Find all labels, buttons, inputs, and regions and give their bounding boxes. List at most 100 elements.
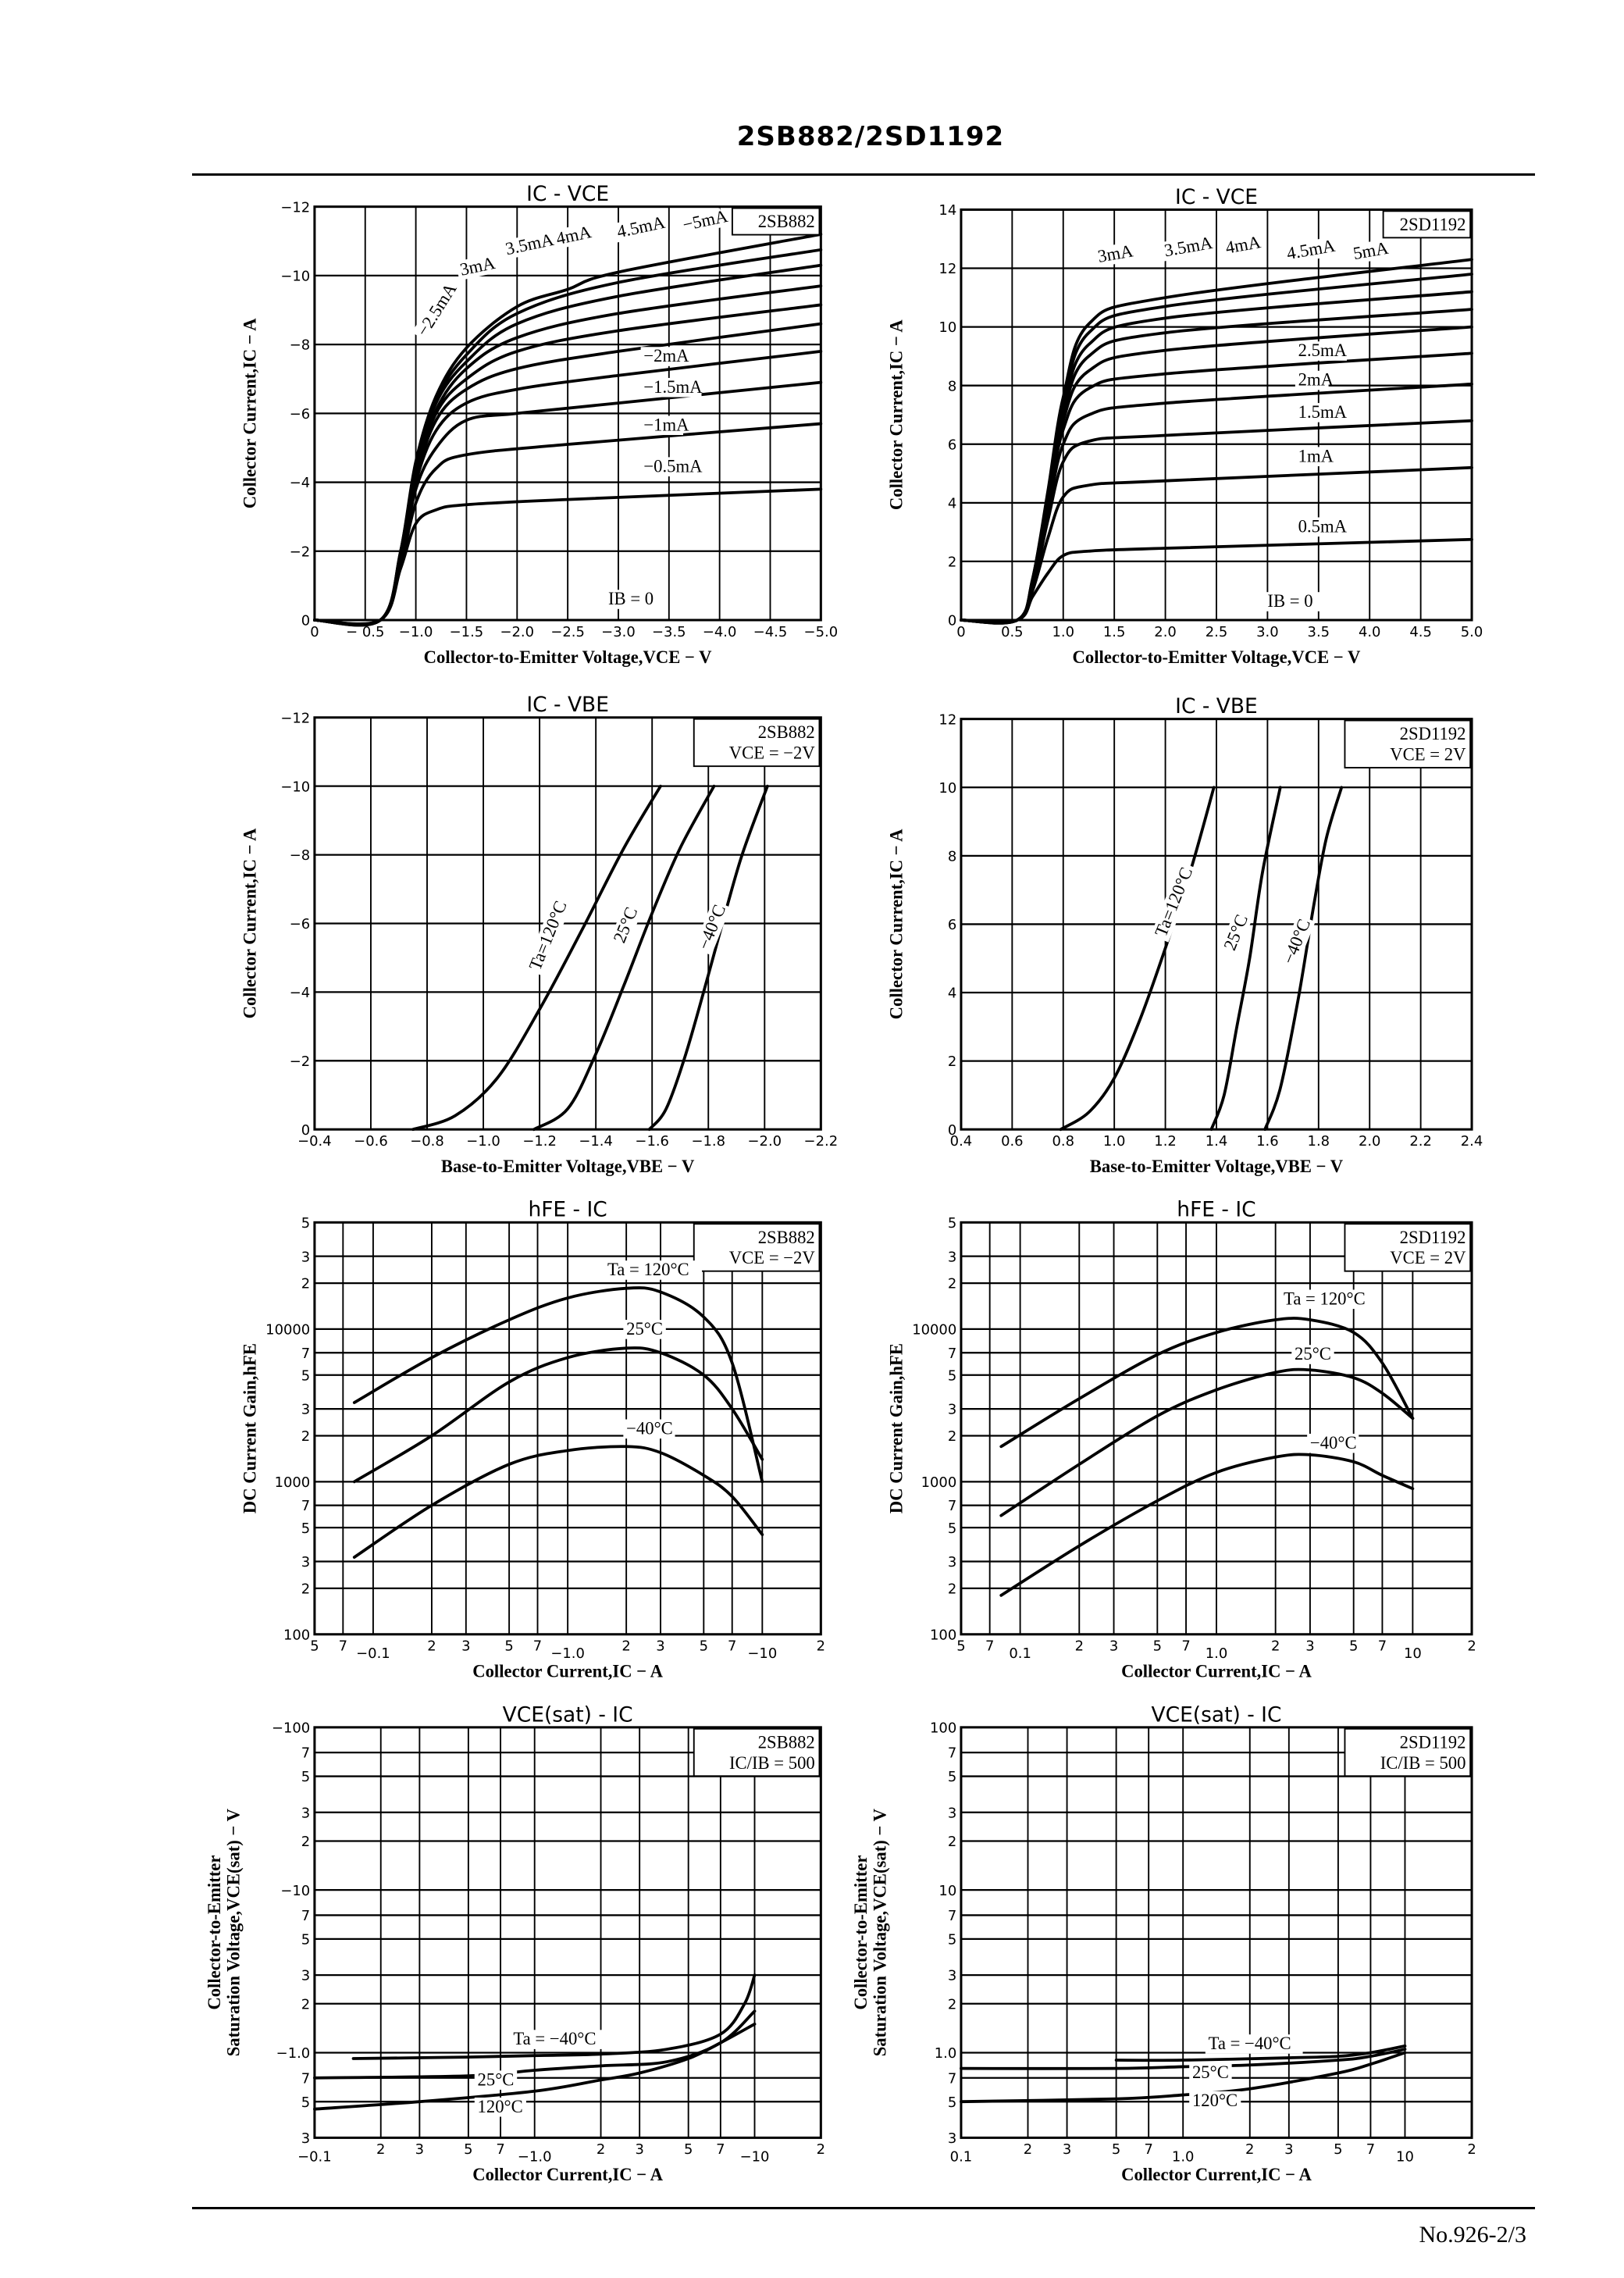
y-tick-label: 5: [948, 1931, 956, 1948]
x-tick-label: 2.2: [1409, 1133, 1432, 1150]
curve-label: 5mA: [1352, 238, 1391, 264]
series-curve: [352, 1286, 764, 1484]
y-tick-label: 5: [948, 1215, 956, 1232]
x-tick-label: −3.5: [652, 624, 686, 640]
annotation-background: [640, 377, 702, 397]
device-note: VCE = 2V: [1390, 1248, 1466, 1267]
curve-label: 25°C: [626, 1319, 663, 1339]
x-tick-label: 2: [376, 2141, 385, 2158]
x-tick-label: 7: [1378, 1638, 1387, 1655]
x-tick-label: 0: [956, 624, 965, 640]
y-tick-label: 3: [301, 1968, 310, 1984]
series-curve: [352, 1445, 764, 1559]
curve-label: 120°C: [1192, 2091, 1238, 2110]
series-curve: [351, 1973, 757, 2060]
annotation-background: [604, 1260, 702, 1280]
y-axis-label: Collector Current,IC − A: [886, 829, 906, 1019]
curve-label: −2.5mA: [413, 279, 461, 339]
y-tick-label: 4: [948, 986, 956, 1002]
y-tick-label: −6: [290, 916, 310, 932]
device-note-box: [1344, 719, 1472, 768]
y-tick-label: 3: [948, 2130, 956, 2147]
x-tick-label: 10: [1396, 2149, 1414, 2166]
x-tick-label: − 0.5: [346, 624, 384, 640]
x-tick-label: −3.0: [601, 624, 636, 640]
y-tick-label: 2: [301, 1834, 310, 1850]
y-tick-label: 7: [301, 2070, 310, 2087]
x-tick-label: 0: [310, 624, 319, 640]
x-tick-label: 7: [339, 1638, 347, 1655]
x-tick-label: 1.8: [1308, 1133, 1330, 1150]
y-tick-label: 0: [948, 613, 956, 629]
x-tick-label: −1.4: [579, 1133, 613, 1150]
x-tick-label: 5: [700, 1638, 708, 1655]
annotation-background: [1205, 2034, 1303, 2054]
y-tick-label: 12: [938, 261, 956, 277]
y-tick-label: 8: [948, 848, 956, 864]
y-tick-label: −12: [280, 199, 310, 216]
y-tick-label: 3: [948, 1805, 956, 1821]
device-note: 2SB882: [758, 212, 815, 231]
x-tick-label: 2: [1467, 1638, 1476, 1655]
annotation-background: [678, 208, 725, 236]
plot-frame: [960, 1221, 1473, 1636]
y-tick-label: 5: [301, 1931, 310, 1948]
annotation-background: [1189, 2091, 1241, 2111]
x-tick-label: 1.0: [1206, 1645, 1228, 1662]
plot-frame: [313, 1726, 822, 2139]
x-tick-label: −0.6: [354, 1133, 388, 1150]
device-note: IC/IB = 500: [1380, 1753, 1466, 1773]
curve-label: 25°C: [478, 2069, 515, 2089]
annotation-background: [693, 900, 731, 956]
chart-title: VCE(sat) - IC: [503, 1702, 633, 1727]
series-curve: [999, 1317, 1415, 1449]
x-tick-label: 1.5: [1103, 624, 1126, 640]
x-tick-label: 1.4: [1206, 1133, 1228, 1150]
chart-ic-vce-2sd1192: 0 0.5 1.0 1.5 2.0 2.5 3.0 3.5 4.0 4.5 5.0 0 2 4 6 8 10 12…: [886, 185, 1483, 667]
y-tick-label: −10: [280, 1883, 310, 1899]
x-tick-label: −4.5: [753, 624, 788, 640]
x-tick-label: 2.0: [1359, 1133, 1381, 1150]
device-note: VCE = 2V: [1390, 745, 1466, 765]
chart-title: hFE - IC: [528, 1198, 607, 1222]
x-tick-label: 5: [310, 1638, 319, 1655]
y-tick-label: 5: [301, 1367, 310, 1384]
curve-label: 1mA: [1298, 446, 1334, 465]
annotation-background: [411, 280, 461, 343]
chart-title: IC - VCE: [1175, 185, 1258, 209]
annotation-background: [1307, 1433, 1359, 1453]
y-tick-label: 7: [948, 1346, 956, 1362]
annotation-background: [1219, 909, 1254, 957]
y-tick-label: 2: [948, 1276, 956, 1292]
chart-ic-vbe-2sb882: −0.4 −0.6 −0.8 −1.0 −1.2 −1.4 −1.6 −1.8 −2.0 −2.2…: [240, 693, 838, 1176]
y-tick-label: −100: [272, 1720, 310, 1736]
series-curve: [1114, 2044, 1407, 2062]
annotation-background: [455, 255, 493, 281]
annotation-background: [525, 895, 572, 976]
x-tick-label: −2.2: [804, 1133, 839, 1150]
y-tick-label: 2: [301, 1581, 310, 1598]
y-tick-label: 2: [301, 1276, 310, 1292]
annotation-background: [609, 901, 643, 949]
device-note: VCE = −2V: [729, 1248, 816, 1267]
curve-label: 3.5mA: [1163, 233, 1214, 261]
curve-label: 2.5mA: [1298, 340, 1348, 360]
x-tick-label: −1.0: [550, 1645, 585, 1662]
x-tick-label: 3: [1063, 2141, 1071, 2158]
annotation-background: [1159, 234, 1215, 262]
series-curve: [960, 258, 1473, 625]
y-axis-label: Collector-to-Emitter: [851, 1856, 871, 2010]
annotation-background: [1295, 517, 1348, 537]
annotation-background: [640, 457, 702, 476]
y-tick-label: 7: [301, 1346, 310, 1362]
x-axis-label: Collector-to-Emitter Voltage,VCE − V: [424, 647, 712, 667]
x-tick-label: 2: [621, 1638, 630, 1655]
x-tick-label: 3.0: [1256, 624, 1279, 640]
header-rule: [192, 173, 1535, 176]
curve-label: 2mA: [1298, 370, 1334, 390]
x-tick-label: −0.8: [410, 1133, 444, 1150]
annotation-background: [1282, 236, 1337, 265]
y-axis-label: Collector Current,IC − A: [240, 318, 259, 508]
x-tick-label: 0.8: [1052, 1133, 1074, 1150]
curve-label: 120°C: [478, 2097, 523, 2116]
